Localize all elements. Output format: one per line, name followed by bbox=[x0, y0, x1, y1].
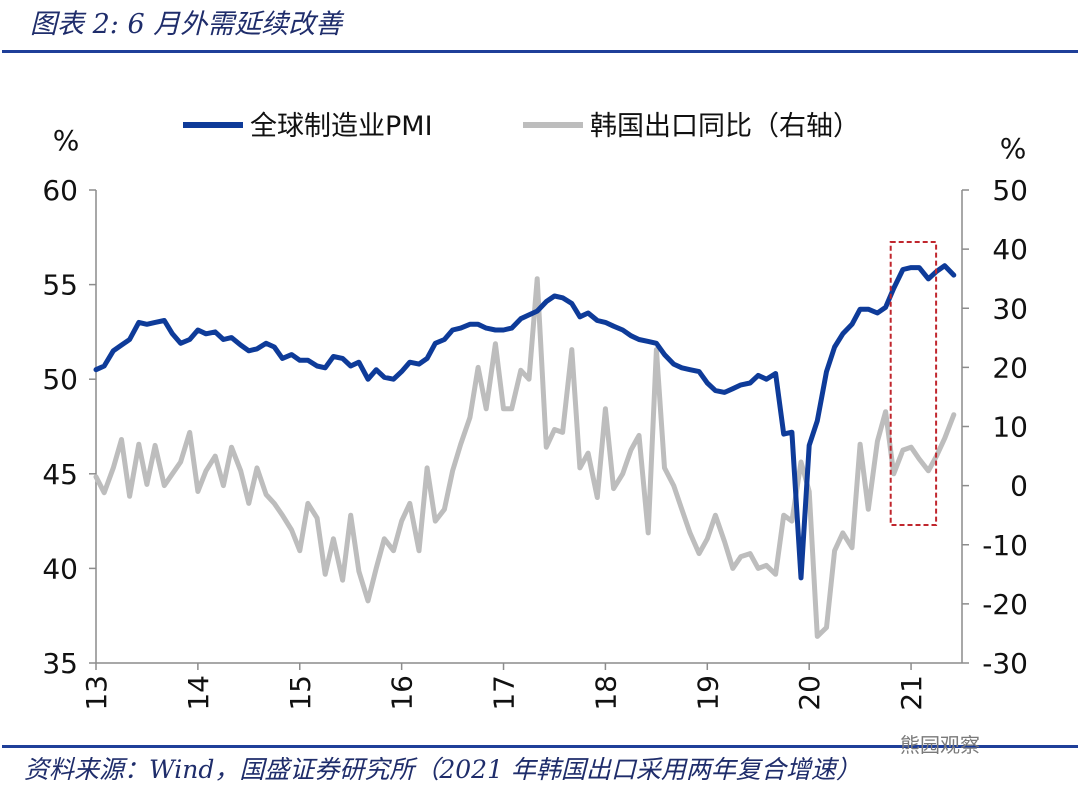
legend-label-korea-export: 韩国出口同比（右轴） bbox=[590, 111, 860, 142]
x-axis-tick-label: 21 bbox=[895, 675, 928, 711]
source-note: 资料来源：Wind，国盛证券研究所（2021 年韩国出口采用两年复合增速） bbox=[24, 755, 861, 784]
x-axis-tick-label: 15 bbox=[284, 675, 317, 711]
right-axis-tick-label: 40 bbox=[992, 233, 1028, 266]
chart-ticks: 35 40 45 50 55 60 -30 -20 -10 0 10 20 30 40 50% % 13 14 15… bbox=[42, 124, 1028, 711]
left-axis-tick-label: 60 bbox=[42, 174, 78, 207]
watermark-text: 熊园观察 bbox=[900, 733, 980, 757]
x-axis-tick-label: 14 bbox=[182, 675, 215, 711]
title-divider bbox=[2, 50, 1078, 53]
left-axis-tick-label: 40 bbox=[42, 552, 78, 585]
x-axis-tick-label: 13 bbox=[80, 675, 113, 711]
right-axis-tick-label: 50 bbox=[992, 174, 1028, 207]
pmi-series-line bbox=[93, 263, 957, 581]
left-axis-unit-label: % bbox=[53, 124, 80, 157]
chart-legend: 全球制造业PMI 韩国出口同比（右轴） bbox=[183, 111, 860, 142]
right-axis-tick-label: -30 bbox=[982, 647, 1028, 680]
highlight-box bbox=[889, 241, 938, 526]
korea-export-series-line bbox=[93, 276, 957, 639]
left-axis-tick-label: 45 bbox=[42, 458, 78, 491]
right-axis-tick-label: 20 bbox=[992, 351, 1028, 384]
x-axis-tick-label: 19 bbox=[691, 675, 724, 711]
right-axis-tick-label: 10 bbox=[992, 411, 1028, 444]
left-axis-tick-label: 55 bbox=[42, 269, 78, 302]
right-axis-tick-label: 0 bbox=[1010, 470, 1028, 503]
right-axis-tick-label: -20 bbox=[982, 588, 1028, 621]
right-axis-tick-label: 30 bbox=[992, 292, 1028, 325]
x-axis-tick-label: 18 bbox=[589, 675, 622, 711]
left-axis-tick-label: 35 bbox=[42, 647, 78, 680]
x-axis-tick-label: 20 bbox=[793, 675, 826, 711]
legend-label-pmi: 全球制造业PMI bbox=[250, 111, 433, 142]
right-axis-unit-label: % bbox=[1000, 132, 1027, 165]
right-axis-tick-label: -10 bbox=[982, 529, 1028, 562]
source-divider bbox=[2, 745, 1078, 748]
x-axis-tick-label: 16 bbox=[386, 675, 419, 711]
left-axis-tick-label: 50 bbox=[42, 363, 78, 396]
figure-title: 图表 2: 6 月外需延续改善 bbox=[30, 9, 343, 40]
chart-series bbox=[93, 263, 957, 639]
x-axis-tick-label: 17 bbox=[488, 675, 521, 711]
